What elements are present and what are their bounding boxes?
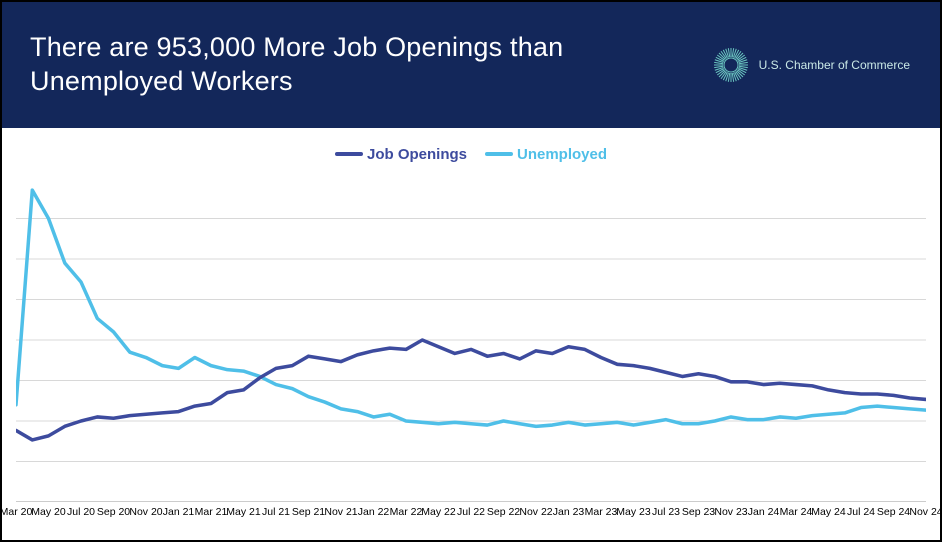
legend-label-unemployed: Unemployed xyxy=(517,146,607,163)
x-axis-label: May 22 xyxy=(421,506,455,518)
x-axis-label: Jan 24 xyxy=(748,506,780,518)
legend-label-job-openings: Job Openings xyxy=(367,146,467,163)
x-axis-label: Jan 21 xyxy=(163,506,195,518)
title-line-2: Unemployed Workers xyxy=(30,66,293,96)
legend: Job Openings Unemployed xyxy=(2,128,940,166)
header-bar: There are 953,000 More Job Openings than… xyxy=(2,2,940,128)
branding: U.S. Chamber of Commerce xyxy=(713,47,910,83)
x-axis-label: May 20 xyxy=(31,506,65,518)
x-axis-label: Nov 21 xyxy=(324,506,357,518)
chart-frame: There are 953,000 More Job Openings than… xyxy=(0,0,942,542)
chart-title: There are 953,000 More Job Openings than… xyxy=(30,31,563,99)
legend-item-unemployed: Unemployed xyxy=(485,146,607,163)
x-axis-label: Mar 22 xyxy=(390,506,423,518)
x-axis-label: Nov 24 xyxy=(909,506,942,518)
x-axis-label: May 23 xyxy=(616,506,650,518)
x-axis-label: May 21 xyxy=(226,506,260,518)
branding-label: U.S. Chamber of Commerce xyxy=(759,58,910,72)
line-chart-svg xyxy=(16,178,926,502)
x-axis-label: Jan 23 xyxy=(553,506,585,518)
x-axis-label: Sep 23 xyxy=(682,506,715,518)
x-axis-label: Sep 22 xyxy=(487,506,520,518)
x-axis-labels: Mar 20May 20Jul 20Sep 20Nov 20Jan 21Mar … xyxy=(16,506,926,526)
x-axis-label: Jul 22 xyxy=(457,506,485,518)
x-axis-label: Jul 20 xyxy=(67,506,95,518)
x-axis-label: Mar 23 xyxy=(585,506,618,518)
x-axis-label: Sep 20 xyxy=(97,506,130,518)
legend-swatch-job-openings xyxy=(335,152,363,156)
x-axis-label: Mar 24 xyxy=(780,506,813,518)
chamber-logo-icon xyxy=(713,47,749,83)
chart-area: Job Openings Unemployed Mar 20May 20Jul … xyxy=(2,128,940,540)
x-axis-label: Jul 24 xyxy=(847,506,875,518)
plot-region xyxy=(16,178,926,502)
legend-swatch-unemployed xyxy=(485,152,513,156)
x-axis-label: Nov 22 xyxy=(519,506,552,518)
x-axis-label: Nov 20 xyxy=(129,506,162,518)
x-axis-label: Nov 23 xyxy=(714,506,747,518)
title-line-1: There are 953,000 More Job Openings than xyxy=(30,32,563,62)
x-axis-label: Jul 21 xyxy=(262,506,290,518)
x-axis-label: Mar 21 xyxy=(195,506,228,518)
x-axis-label: May 24 xyxy=(811,506,845,518)
x-axis-label: Jan 22 xyxy=(358,506,390,518)
x-axis-label: Jul 23 xyxy=(652,506,680,518)
x-axis-label: Sep 24 xyxy=(877,506,910,518)
x-axis-label: Mar 20 xyxy=(0,506,32,518)
x-axis-label: Sep 21 xyxy=(292,506,325,518)
legend-item-job-openings: Job Openings xyxy=(335,146,467,163)
